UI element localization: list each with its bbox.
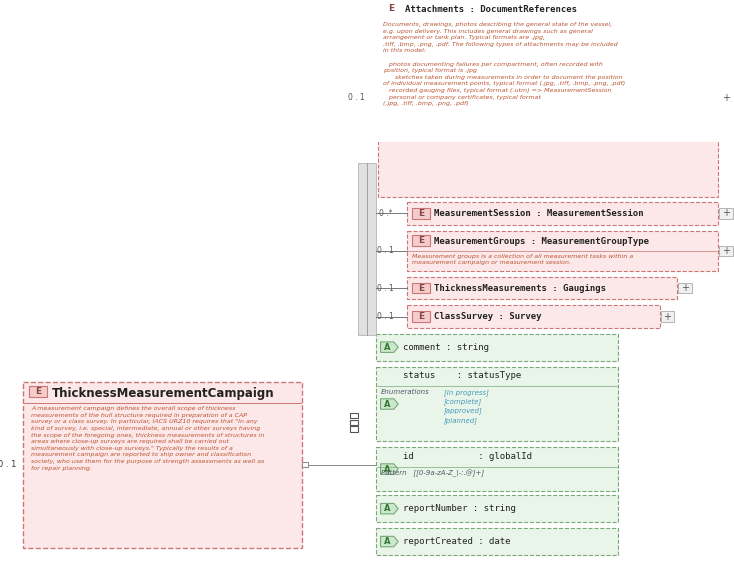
Bar [376,367,619,442]
Bar [350,420,358,425]
Bar [678,283,692,293]
Text: [In progress]
[complete]
[approved]
[planned]: [In progress] [complete] [approved] [pla… [444,389,489,424]
Bar [376,528,619,555]
Text: Pattern   [[0-9a-zA-Z_\-:.@]+]: Pattern [[0-9a-zA-Z_\-:.@]+] [380,469,484,477]
Bar [23,382,302,548]
Polygon shape [380,536,398,547]
Bar [407,231,719,271]
Text: +: + [722,93,730,103]
Bar [350,426,358,431]
Bar [376,447,619,491]
Text: 0 . 1: 0 . 1 [377,246,394,255]
Text: +: + [664,311,672,321]
Bar [412,208,429,219]
Bar [407,277,677,299]
Text: reportNumber : string: reportNumber : string [403,504,516,513]
Bar [350,413,358,418]
Text: 0 . 1: 0 . 1 [348,94,365,102]
Text: 0 . 1: 0 . 1 [377,312,394,321]
Text: ThicknessMeasurements : Gaugings: ThicknessMeasurements : Gaugings [435,284,606,293]
Text: A: A [385,399,391,408]
Text: E: E [418,284,424,293]
Text: Attachments : DocumentReferences: Attachments : DocumentReferences [405,5,577,14]
Text: 0 . 1: 0 . 1 [0,460,17,469]
Bar [302,462,308,467]
Polygon shape [380,504,398,514]
Text: reportCreated : date: reportCreated : date [403,537,511,546]
Bar [376,495,619,522]
Text: E: E [418,236,424,245]
Bar [719,245,733,256]
Text: +: + [722,208,730,218]
Text: MeasurementSession : MeasurementSession: MeasurementSession : MeasurementSession [435,209,644,218]
Text: E: E [388,4,394,13]
Bar [358,163,376,335]
Text: status    : statusType: status : statusType [403,371,521,380]
Bar [407,305,660,328]
Bar [376,334,619,360]
Bar [29,386,47,396]
Bar [661,311,675,322]
Text: Enumerations: Enumerations [380,389,429,395]
Text: 0 .*: 0 .* [379,209,392,218]
Text: comment : string: comment : string [403,343,489,352]
Polygon shape [380,399,398,409]
Text: id            : globalId: id : globalId [403,452,532,461]
Bar [382,3,400,14]
Text: ThicknessMeasurementCampaign: ThicknessMeasurementCampaign [51,387,275,400]
Text: A: A [385,504,391,513]
Text: Documents, drawings, photos describing the general state of the vessel,
e.g. upo: Documents, drawings, photos describing t… [382,22,625,106]
Text: A: A [385,537,391,546]
Bar [412,311,429,322]
Text: A: A [385,343,391,352]
Text: Measurement groups is a collection of all measurement tasks within a
measurement: Measurement groups is a collection of al… [412,254,633,265]
Bar [719,92,733,103]
Text: MeasurementGroups : MeasurementGroupType: MeasurementGroups : MeasurementGroupType [435,236,650,245]
Text: +: + [681,283,689,293]
Text: E: E [418,312,424,321]
Text: A: A [385,465,391,474]
Polygon shape [380,464,398,474]
Polygon shape [380,342,398,352]
Bar [719,208,733,219]
Bar [412,283,429,293]
Text: A measurement campaign defines the overall scope of thickness
measurements of th: A measurement campaign defines the overa… [31,406,264,470]
Bar [407,202,719,224]
Text: +: + [722,246,730,255]
Bar [412,235,429,245]
Text: E: E [418,209,424,218]
Text: ClassSurvey : Survey: ClassSurvey : Survey [435,312,542,321]
Text: 0 . 1: 0 . 1 [377,284,394,293]
Text: E: E [34,387,41,396]
Bar [377,0,719,197]
